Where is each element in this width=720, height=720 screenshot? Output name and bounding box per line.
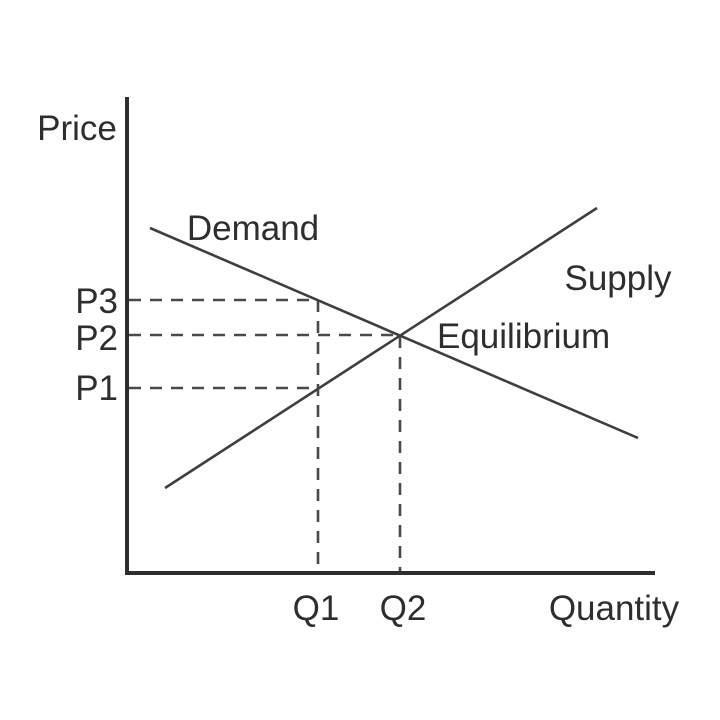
- x-axis-label: Quantity: [549, 589, 680, 628]
- supply-curve: [164, 206, 598, 490]
- p1-tick-label: P1: [75, 369, 118, 408]
- demand-curve: [149, 226, 639, 440]
- y-axis-label: Price: [37, 109, 117, 148]
- supply-label: Supply: [564, 259, 672, 298]
- q1-tick-label: Q1: [293, 589, 340, 628]
- demand-label: Demand: [187, 209, 319, 248]
- q2-tick-label: Q2: [380, 589, 427, 628]
- p3-tick-label: P3: [75, 282, 118, 321]
- p2-tick-label: P2: [75, 319, 118, 358]
- equilibrium-label: Equilibrium: [437, 317, 610, 356]
